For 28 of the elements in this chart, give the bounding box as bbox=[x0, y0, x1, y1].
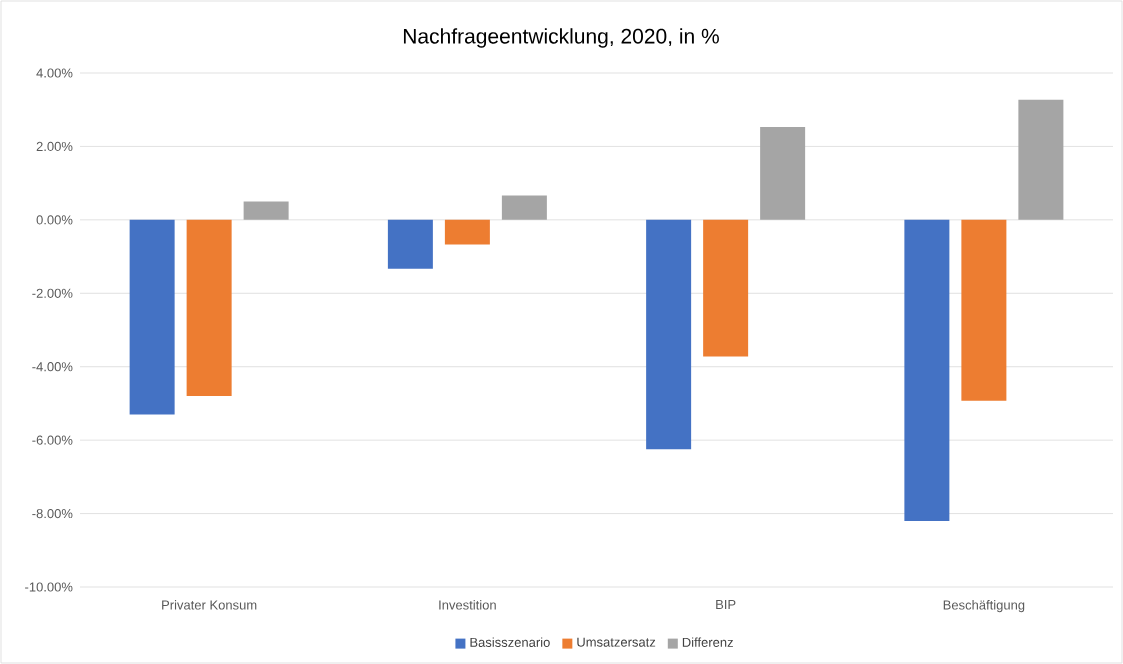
bar bbox=[186, 219, 232, 397]
x-tick-label: Privater Konsum bbox=[162, 600, 257, 610]
bar bbox=[646, 219, 692, 450]
bar bbox=[1018, 99, 1064, 220]
bar bbox=[501, 195, 547, 220]
y-tick-label: 2.00% bbox=[36, 141, 73, 152]
bar bbox=[961, 219, 1007, 401]
y-tick-label: -2.00% bbox=[32, 288, 73, 298]
y-tick-label: 4.00% bbox=[36, 68, 73, 78]
bar bbox=[129, 219, 175, 415]
bar bbox=[243, 201, 289, 220]
bar bbox=[760, 126, 806, 220]
y-tick-label: 0.00% bbox=[36, 215, 73, 225]
legend-label: Differenz bbox=[682, 637, 733, 647]
bar bbox=[387, 219, 433, 269]
x-tick-label: BIP bbox=[716, 600, 736, 610]
bar bbox=[444, 219, 490, 245]
legend-label: Umsatzersatz bbox=[577, 637, 656, 647]
bar bbox=[904, 219, 950, 521]
y-tick-label: -4.00% bbox=[32, 362, 73, 372]
y-tick-label: -10.00% bbox=[25, 582, 73, 592]
legend-label: Basisszenario bbox=[470, 637, 550, 647]
x-tick-label: Investition bbox=[439, 600, 496, 610]
x-tick-label: Beschäftigung bbox=[943, 600, 1025, 613]
y-tick-label: -6.00% bbox=[32, 435, 73, 445]
y-tick-label: -8.00% bbox=[32, 508, 73, 519]
bar bbox=[703, 219, 749, 357]
chart-title: Nachfrageentwicklung, 2020, in % bbox=[403, 28, 719, 48]
